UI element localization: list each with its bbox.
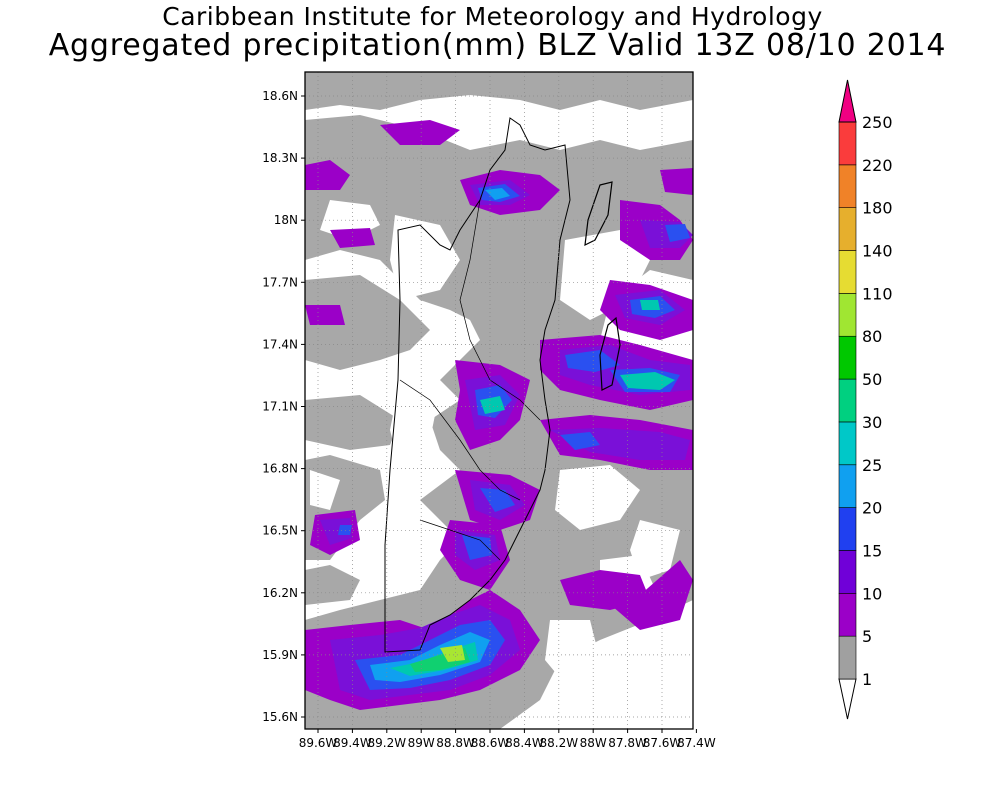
precip-purple-area: [330, 228, 375, 248]
colorbar-bin: [838, 507, 857, 551]
chart-subtitle: Aggregated precipitation(mm) BLZ Valid 1…: [48, 28, 947, 63]
lon-tick-label: 89.2W: [368, 736, 407, 750]
lon-tick-label: 89.4W: [333, 736, 372, 750]
colorbar-under-triangle: [838, 678, 857, 720]
lon-tick-label: 87.4W: [677, 736, 716, 750]
colorbar-bin: [838, 293, 857, 337]
colorbar-bin: [838, 250, 857, 294]
precip-blue-area: [462, 535, 492, 560]
colorbar-label: 15: [862, 541, 882, 560]
lat-tick-label: 16.8N: [262, 462, 298, 476]
colorbar-label: 5: [862, 627, 872, 646]
precip-purple-area: [305, 160, 350, 190]
colorbar-label: 220: [862, 156, 893, 175]
no-precip-area: [610, 650, 690, 720]
lat-tick-label: 18N: [274, 213, 298, 227]
colorbar-label: 20: [862, 499, 882, 518]
precip-lightblue-area: [485, 188, 510, 200]
precip-teal-area: [480, 396, 505, 414]
colorbar-label: 180: [862, 199, 893, 218]
map-grid: [305, 72, 693, 729]
colorbar-bin: [838, 421, 857, 466]
colorbar-label: 50: [862, 370, 882, 389]
precip-violet-area: [320, 518, 352, 545]
precip-purple-area: [305, 305, 345, 325]
lat-tick-label: 15.9N: [262, 648, 298, 662]
precip-purple-area: [660, 168, 693, 195]
no-precip-area: [390, 380, 440, 470]
colorbar-bin: [838, 635, 857, 680]
precip-blue-area: [338, 525, 352, 535]
colorbar-bin: [838, 464, 857, 508]
precip-blue-area: [480, 488, 515, 512]
colorbar-bin: [838, 550, 857, 594]
no-precip-area: [555, 465, 640, 530]
lon-tick-label: 89.6W: [299, 736, 338, 750]
lon-tick-label: 88.4W: [505, 736, 544, 750]
map-frame: [304, 71, 694, 730]
lat-tick-label: 15.6N: [262, 710, 298, 724]
colorbar-label: 250: [862, 113, 893, 132]
colorbar-label: 140: [862, 242, 893, 261]
precip-blue-area: [665, 224, 690, 242]
lat-tick-label: 17.4N: [262, 337, 298, 351]
cay-outline: [584, 181, 613, 247]
colorbar-bin: [838, 164, 857, 208]
precip-teal-area: [640, 300, 660, 310]
lon-tick-label: 88.2W: [540, 736, 579, 750]
precip-purple-area: [380, 120, 460, 145]
precip-lime-area: [440, 645, 465, 662]
colorbar-bin: [838, 207, 857, 251]
colorbar-over-triangle: [838, 79, 857, 123]
precip-gray-area: [305, 565, 360, 605]
lat-tick-label: 18.3N: [262, 151, 298, 165]
lon-tick-label: 88.8W: [436, 736, 475, 750]
colorbar-bin: [838, 593, 857, 637]
colorbar-label: 25: [862, 456, 882, 475]
precip-high-layer: [370, 188, 675, 682]
colorbar-label: 110: [862, 284, 893, 303]
lat-tick-label: 16.2N: [262, 586, 298, 600]
precip-gray-area: [305, 395, 400, 450]
no-precip-area: [370, 540, 425, 590]
precip-teal-area: [620, 372, 675, 390]
district-lines: [399, 379, 521, 501]
lon-tick-label: 88W: [580, 736, 607, 750]
lat-axis: 18.6N 18.3N 18N 17.7N 17.4N 17.1N 16.8N 16.5N 16…: [262, 89, 305, 724]
precip-purple-area: [605, 560, 693, 630]
lon-tick-label: 89W: [408, 736, 435, 750]
no-precip-area: [310, 470, 340, 510]
no-precip-area: [390, 215, 460, 300]
district-lines: [459, 199, 541, 421]
lat-tick-label: 16.5N: [262, 524, 298, 538]
colorbar-label: 30: [862, 413, 882, 432]
colorbar-bin: [838, 121, 857, 166]
colorbar-label: 10: [862, 584, 882, 603]
cay-outline: [599, 316, 621, 391]
lat-tick-label: 18.6N: [262, 89, 298, 103]
precip-gray-area: [305, 72, 693, 110]
lat-tick-label: 17.1N: [262, 400, 298, 414]
precip-blue-area: [560, 432, 600, 450]
colorbar-bin: [838, 335, 857, 380]
lon-tick-label: 88.6W: [471, 736, 510, 750]
chart-title: Caribbean Institute for Meteorology and …: [162, 2, 823, 31]
lat-tick-label: 17.7N: [262, 275, 298, 289]
colorbar-label: 80: [862, 327, 882, 346]
coastline: [384, 117, 621, 653]
lon-tick-label: 87.8W: [608, 736, 647, 750]
precip-field: [305, 72, 693, 729]
belize-border: [384, 117, 571, 653]
colorbar-label: 1: [862, 670, 872, 689]
lon-tick-label: 87.6W: [643, 736, 682, 750]
precip-blue-area: [565, 350, 620, 372]
colorbar-bin: [838, 378, 857, 423]
district-lines: [419, 519, 501, 561]
